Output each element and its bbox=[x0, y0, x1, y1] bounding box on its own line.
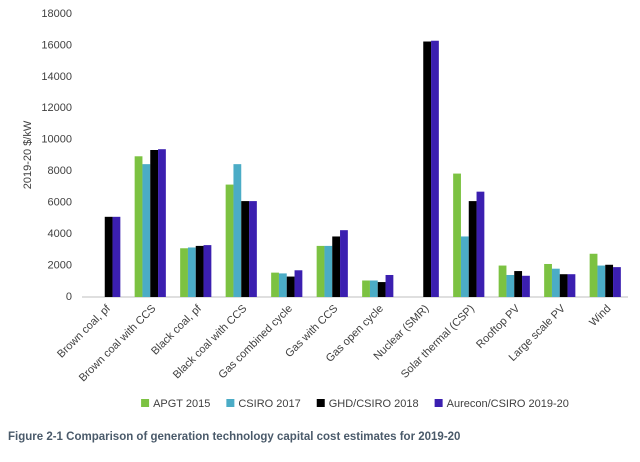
y-tick-label: 12000 bbox=[41, 102, 72, 114]
bar bbox=[551, 268, 560, 297]
bar bbox=[377, 282, 386, 297]
bar bbox=[431, 40, 439, 297]
y-tick-label: 0 bbox=[66, 291, 72, 303]
x-tick-label: Brown coal with CCS bbox=[77, 303, 159, 385]
legend-label: CSIRO 2017 bbox=[238, 398, 300, 410]
legend-swatch bbox=[226, 399, 235, 407]
bar bbox=[476, 191, 485, 297]
y-tick-label: 16000 bbox=[41, 39, 72, 51]
bar bbox=[104, 216, 113, 297]
bar bbox=[423, 41, 432, 298]
x-tick-label: Wind bbox=[587, 303, 613, 329]
bar bbox=[385, 274, 394, 297]
bar bbox=[294, 270, 303, 297]
y-tick-label: 8000 bbox=[48, 165, 72, 177]
bar bbox=[559, 274, 568, 297]
bar bbox=[195, 245, 204, 297]
bar bbox=[249, 201, 257, 297]
bar bbox=[460, 236, 469, 297]
bar bbox=[158, 149, 166, 297]
bar bbox=[112, 216, 121, 297]
bar bbox=[203, 245, 212, 297]
bar bbox=[605, 264, 614, 297]
bar bbox=[468, 201, 477, 297]
bar bbox=[271, 272, 279, 297]
y-tick-label: 10000 bbox=[41, 134, 72, 146]
bar bbox=[369, 280, 378, 297]
legend-label: Aurecon/CSIRO 2019-20 bbox=[447, 398, 569, 410]
legend-label: APGT 2015 bbox=[153, 398, 210, 410]
bar bbox=[340, 230, 348, 297]
bar bbox=[241, 201, 250, 297]
y-tick-label: 6000 bbox=[48, 197, 72, 209]
bar bbox=[589, 253, 598, 297]
bar bbox=[142, 164, 151, 297]
bar bbox=[316, 245, 325, 297]
bar bbox=[567, 274, 576, 297]
y-tick-label: 2000 bbox=[48, 259, 72, 271]
bar bbox=[225, 184, 234, 297]
y-tick-label: 14000 bbox=[41, 71, 72, 83]
legend-swatch bbox=[434, 399, 443, 407]
bar bbox=[278, 273, 287, 297]
bar bbox=[514, 271, 523, 297]
bar bbox=[453, 173, 461, 297]
y-tick-label: 4000 bbox=[48, 228, 72, 240]
bar bbox=[522, 275, 530, 297]
bar bbox=[150, 149, 159, 297]
legend-swatch bbox=[141, 399, 150, 407]
bar bbox=[324, 245, 333, 297]
bar bbox=[544, 263, 552, 297]
bar bbox=[506, 274, 515, 297]
bar bbox=[233, 164, 242, 297]
y-axis-label: 2019-20 $/kW bbox=[22, 120, 34, 189]
bar bbox=[332, 236, 341, 297]
bar bbox=[597, 265, 606, 297]
caption: Figure 2-1 Comparison of generation tech… bbox=[8, 431, 460, 443]
bar bbox=[134, 156, 143, 297]
legend-swatch bbox=[316, 399, 325, 407]
bar bbox=[180, 248, 188, 297]
x-tick-label: Rooftop PV bbox=[474, 302, 523, 351]
bar bbox=[613, 267, 621, 297]
bar bbox=[362, 280, 370, 297]
bar bbox=[498, 265, 507, 297]
y-tick-label: 18000 bbox=[41, 8, 72, 20]
legend-label: GHD/CSIRO 2018 bbox=[329, 398, 419, 410]
bar bbox=[286, 276, 295, 297]
bar bbox=[187, 247, 196, 297]
